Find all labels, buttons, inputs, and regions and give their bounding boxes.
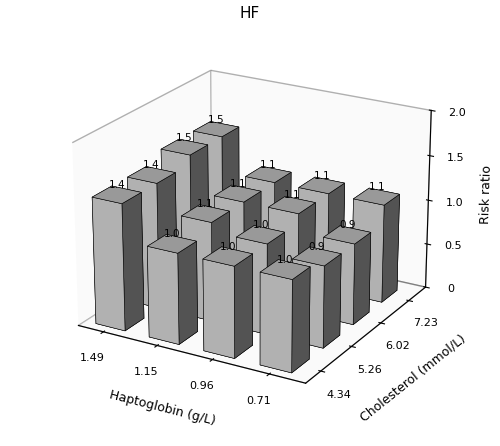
Y-axis label: Cholesterol (mmol/L): Cholesterol (mmol/L) [358, 332, 468, 424]
X-axis label: Haptoglobin (g/L): Haptoglobin (g/L) [108, 388, 216, 428]
Title: HF: HF [240, 6, 260, 21]
